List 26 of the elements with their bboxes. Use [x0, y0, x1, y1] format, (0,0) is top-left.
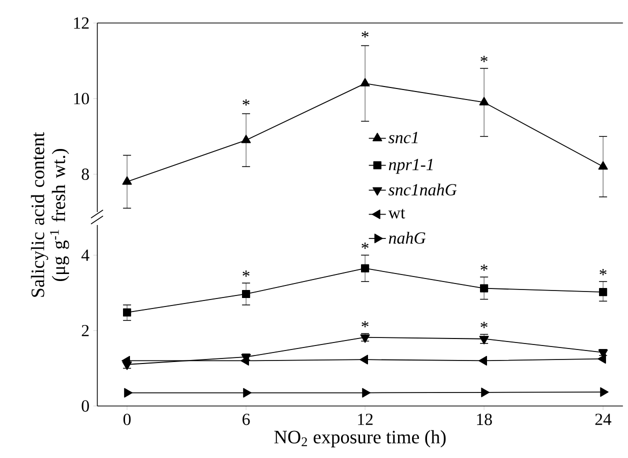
annotation: * [480, 264, 488, 271]
annotation: * [600, 269, 606, 276]
x-tick-label: 12 [358, 414, 373, 425]
x-axis-title: NO$_{2}$ exposure time (h) [274, 430, 446, 448]
y-tick-label: 8 [82, 168, 89, 180]
legend-label: npr1-1 [388, 158, 433, 174]
y-tick-label: 12 [74, 17, 89, 29]
legend-label: snc1nahG [388, 184, 457, 196]
annotation: * [362, 321, 368, 328]
y-tick-label: 0 [82, 400, 89, 412]
y-tick-label: 4 [81, 250, 90, 261]
x-tick-label: 24 [595, 414, 612, 425]
legend-label: snc1 [388, 132, 418, 144]
annotation: * [480, 56, 488, 62]
x-tick-label: 0 [123, 414, 131, 426]
legend-label: wt [388, 208, 406, 219]
x-tick-label: 6 [242, 414, 250, 426]
annotation: * [242, 99, 250, 106]
y-tick-label: 2 [82, 324, 89, 336]
y-tick-label: 10 [74, 92, 89, 104]
annotation: * [242, 270, 250, 277]
annotation: * [480, 322, 488, 328]
annotation: * [362, 242, 368, 249]
legend-label: nahG [388, 232, 426, 244]
annotation: * [362, 31, 368, 38]
x-tick-label: 18 [477, 414, 492, 426]
